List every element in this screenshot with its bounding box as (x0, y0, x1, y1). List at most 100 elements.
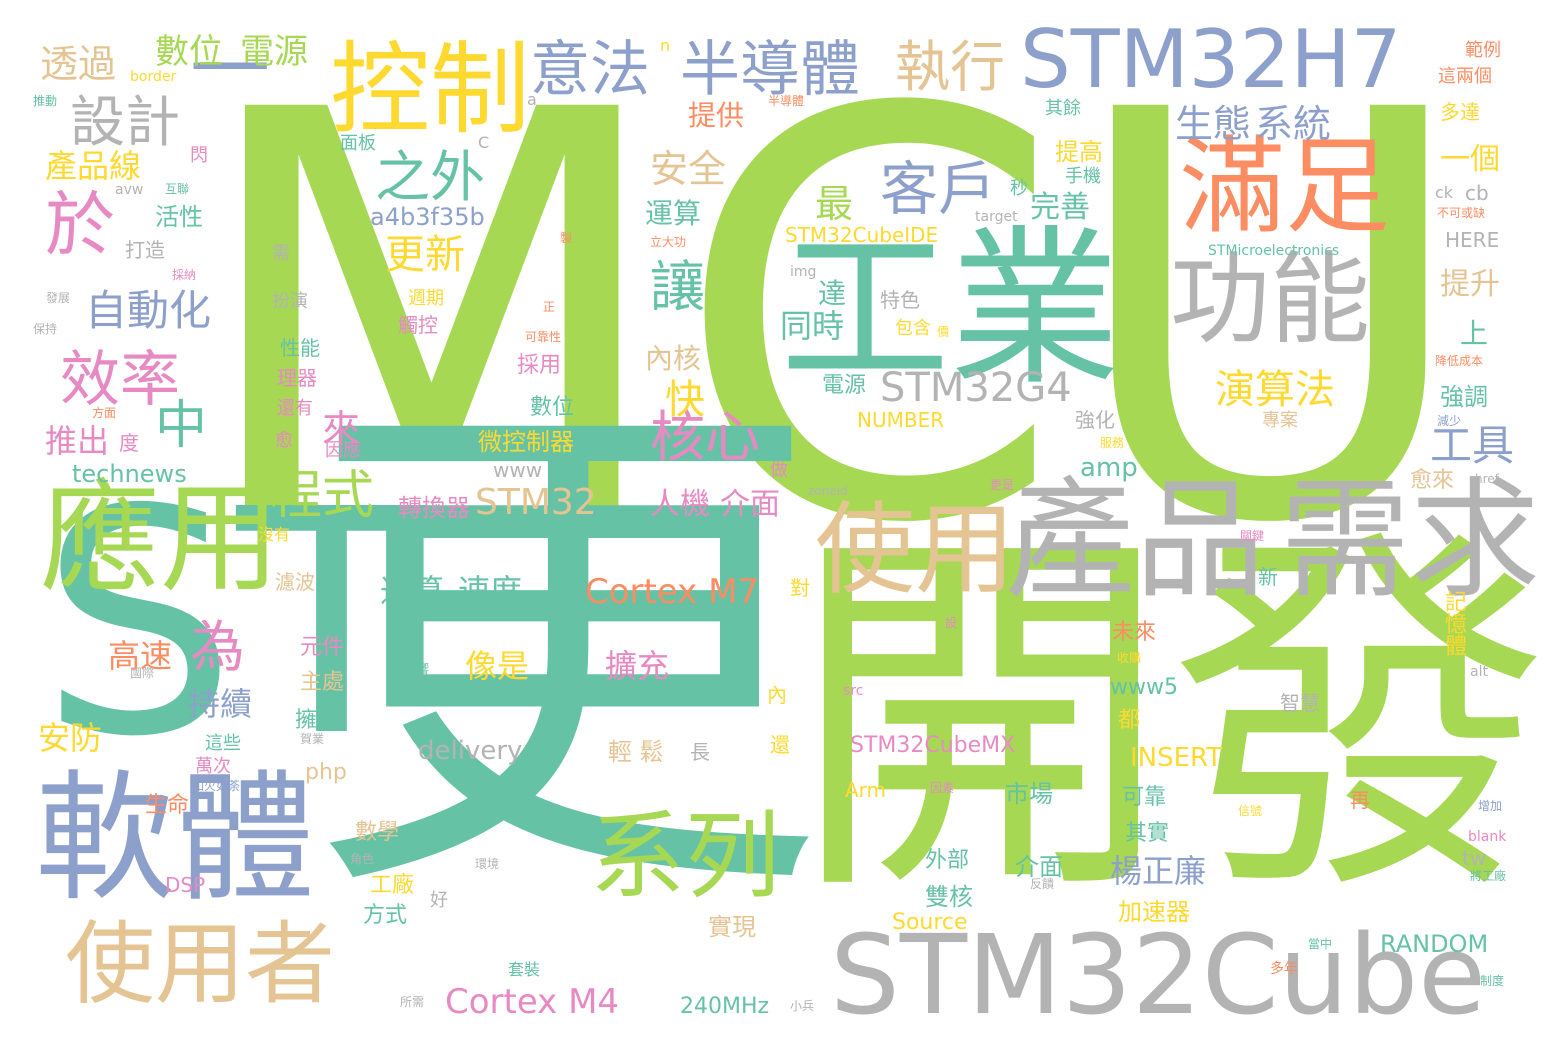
cloud-word: STM32CubeIDE (785, 223, 939, 247)
cloud-word: 可靠 (1122, 785, 1167, 810)
cloud-word: 程式 (270, 466, 375, 526)
cloud-word: 秒 (1010, 178, 1028, 199)
cloud-word: src (843, 683, 864, 699)
cloud-word: Cortex M4 (445, 982, 620, 1022)
cloud-word: 都 (1118, 708, 1141, 733)
cloud-word: 其餘 (1045, 98, 1081, 119)
cloud-word: 工廠 (370, 873, 415, 898)
cloud-word: 包含 (895, 318, 931, 339)
cloud-word: img (790, 264, 817, 280)
cloud-word: 保持 (33, 322, 58, 336)
cloud-word: 一 (190, 23, 270, 116)
cloud-word: 立大功 (650, 235, 687, 249)
cloud-word: 推動 (33, 94, 58, 108)
cloud-word: 採納 (172, 268, 197, 282)
cloud-word: 半導體 (680, 35, 860, 105)
cloud-word: 好 (430, 890, 448, 911)
cloud-word: 萬次 (195, 756, 231, 777)
cloud-word: 系列 (590, 802, 781, 912)
cloud-word: 更新 (385, 232, 465, 278)
cloud-word: 設計 (70, 90, 181, 154)
cloud-word: 透過 (40, 42, 117, 86)
cloud-word: 這兩個 (1438, 66, 1492, 87)
cloud-word: 製 (560, 231, 573, 245)
cloud-word: 因應 (325, 440, 361, 461)
cloud-word: 提供 (688, 99, 745, 132)
cloud-word: NUMBER (857, 408, 945, 432)
cloud-word: 之外 (375, 145, 486, 209)
cloud-word: MCU (190, 0, 1475, 646)
cloud-word: STM32CubeMX (850, 733, 1016, 758)
cloud-word: 其實 (1125, 821, 1170, 846)
cloud-word: 正 (543, 300, 556, 314)
cloud-word: 方式 (363, 903, 408, 928)
cloud-word: 還有 (277, 398, 313, 419)
cloud-word: INSERT (1130, 743, 1223, 773)
cloud-word: 電源 (240, 32, 308, 72)
cloud-word: 環境 (475, 857, 500, 871)
cloud-word: 運算 (380, 572, 445, 610)
cloud-word: DSP (165, 873, 206, 897)
cloud-word: 做 (770, 460, 788, 481)
cloud-word: 方面 (92, 406, 117, 420)
cloud-word: 特色 (880, 288, 920, 312)
cloud-word: 服務 (1100, 436, 1125, 450)
cloud-word: 強調 (1440, 383, 1488, 411)
cloud-word: 安防 (38, 719, 103, 757)
cloud-word: 提高 (1055, 138, 1103, 166)
cloud-word: 控制 (330, 31, 530, 148)
cloud-word: 角色 (350, 852, 375, 866)
cloud-word: 達 (818, 277, 847, 310)
cloud-word: 完善 (1030, 190, 1090, 225)
cloud-word: 對 (790, 576, 810, 600)
cloud-word: avw (115, 182, 144, 198)
cloud-word: 內 (767, 683, 787, 707)
cloud-word: 手機 (1065, 166, 1101, 187)
cloud-word: 還 (770, 733, 790, 757)
cloud-word: 理器 (277, 366, 317, 390)
cloud-word: Cortex M7 (585, 572, 760, 612)
cloud-word: ck (1435, 183, 1454, 202)
cloud-word: 一個 (1440, 142, 1500, 177)
cloud-word: 賀業 (300, 732, 325, 746)
cloud-word: STM32 (475, 482, 597, 523)
cloud-word: 快 (665, 377, 705, 423)
cloud-word: 關鍵 (1240, 529, 1265, 543)
cloud-word: 最 (815, 182, 854, 226)
cloud-word: 軟體 (35, 758, 316, 921)
cloud-word: 新 (1258, 565, 1278, 589)
cloud-word: 加速器 (1118, 898, 1190, 926)
cloud-word: 可靠性 (525, 330, 562, 344)
cloud-word: 產品 (1005, 464, 1266, 616)
cloud-word: 記憶體 (1441, 590, 1466, 656)
cloud-word: 小兵 (790, 999, 815, 1013)
cloud-word: 產品線 (45, 147, 142, 185)
cloud-word: 專案 (1262, 410, 1298, 431)
cloud-word: delivery (418, 736, 523, 766)
cloud-word: 工業 (780, 211, 1121, 409)
cloud-word: 效率 (60, 345, 180, 415)
cloud-word: 因素 (930, 781, 955, 795)
cloud-word: 系統 (1255, 102, 1332, 146)
cloud-word: C (478, 133, 490, 152)
cloud-word: 信號 (1238, 804, 1263, 818)
cloud-word: www (493, 458, 543, 482)
cloud-word: 觸控 (398, 313, 438, 337)
cloud-word: 影響 (405, 662, 430, 676)
cloud-word: 自動化 (85, 286, 212, 335)
cloud-word: STMicroelectronics (1208, 243, 1340, 259)
cloud-word: 提升 (1440, 267, 1500, 302)
cloud-word: 開發 (790, 498, 1548, 941)
cloud-word: 多年 (1270, 961, 1298, 977)
cloud-word: 如火如荼 (192, 779, 241, 793)
cloud-word: 智慧 (1280, 691, 1320, 715)
cloud-word: 需 (272, 243, 290, 264)
cloud-word: 所需 (400, 995, 425, 1009)
cloud-word: 多達 (1440, 100, 1480, 124)
cloud-word: STM32Cube (830, 911, 1486, 1039)
cloud-word: 內核 (645, 342, 702, 375)
cloud-word: 更是 (990, 478, 1015, 492)
cloud-word: 同時 (780, 307, 845, 345)
cloud-word: HERE (1445, 228, 1500, 252)
cloud-word: 反饋 (1030, 877, 1055, 891)
